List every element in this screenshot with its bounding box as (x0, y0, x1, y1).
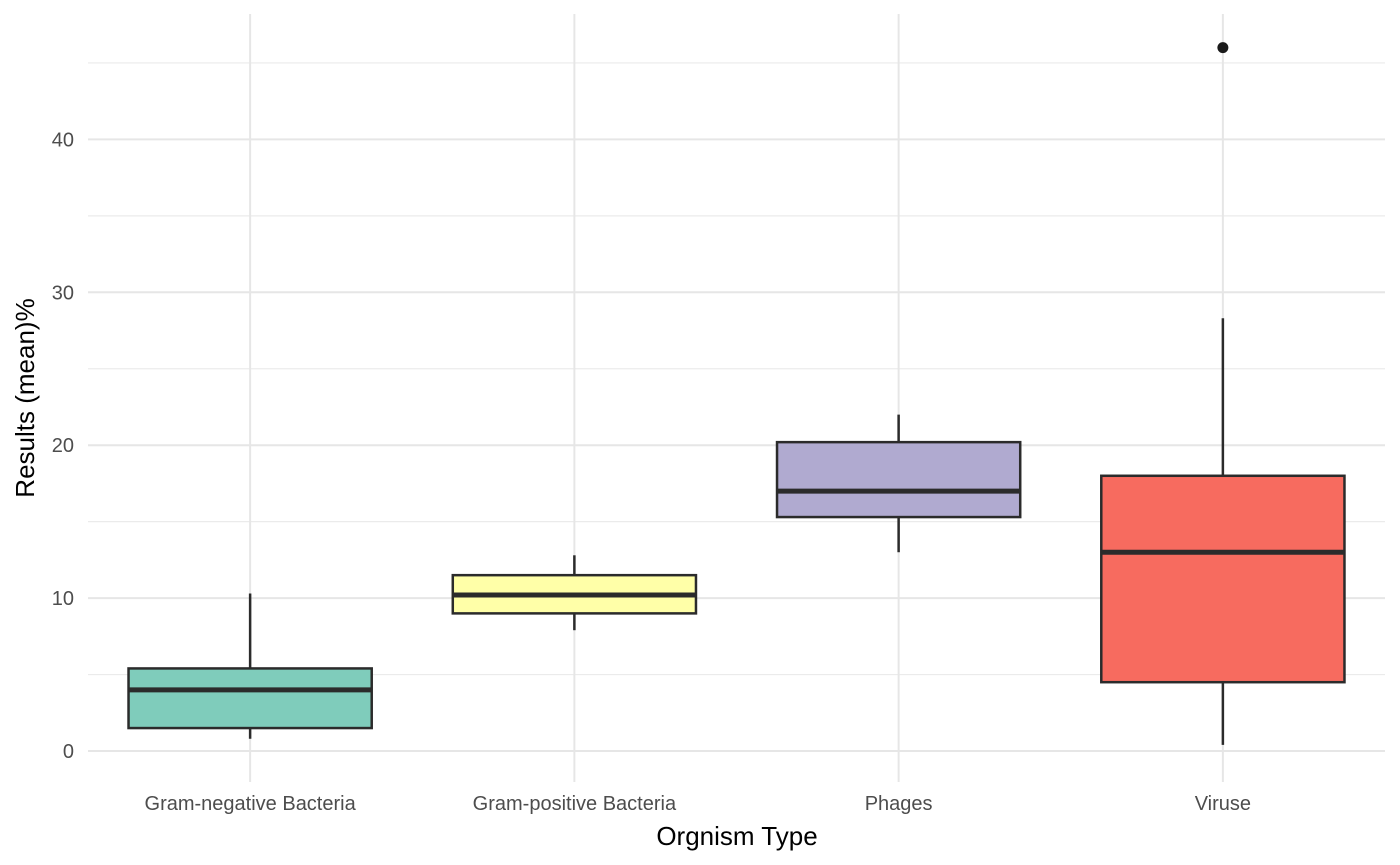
x-tick-label: Gram-positive Bacteria (473, 793, 677, 815)
outlier-point (1217, 42, 1229, 54)
y-axis-ticks: 0 10 20 30 40 (52, 129, 74, 763)
box-series (127, 42, 1346, 745)
x-axis-ticks: Gram-negative Bacteria Gram-positive Bact… (145, 793, 1252, 815)
x-tick-label: Viruse (1195, 793, 1251, 815)
y-tick-label: 0 (63, 741, 74, 763)
x-axis-title: Orgnism Type (656, 821, 817, 851)
y-tick-label: 10 (52, 588, 74, 610)
box-group (451, 555, 698, 631)
box-iqr (127, 667, 373, 730)
y-tick-label: 30 (52, 282, 74, 304)
y-tick-label: 40 (52, 129, 74, 151)
x-tick-label: Gram-negative Bacteria (145, 793, 357, 815)
y-tick-label: 20 (52, 435, 74, 457)
box-iqr (775, 440, 1022, 519)
box-group (775, 414, 1022, 553)
x-tick-label: Phages (865, 793, 933, 815)
box-iqr (1100, 474, 1346, 684)
box-group (1100, 42, 1346, 745)
y-axis-title: Results (mean)% (10, 298, 40, 497)
box-group (127, 593, 373, 739)
